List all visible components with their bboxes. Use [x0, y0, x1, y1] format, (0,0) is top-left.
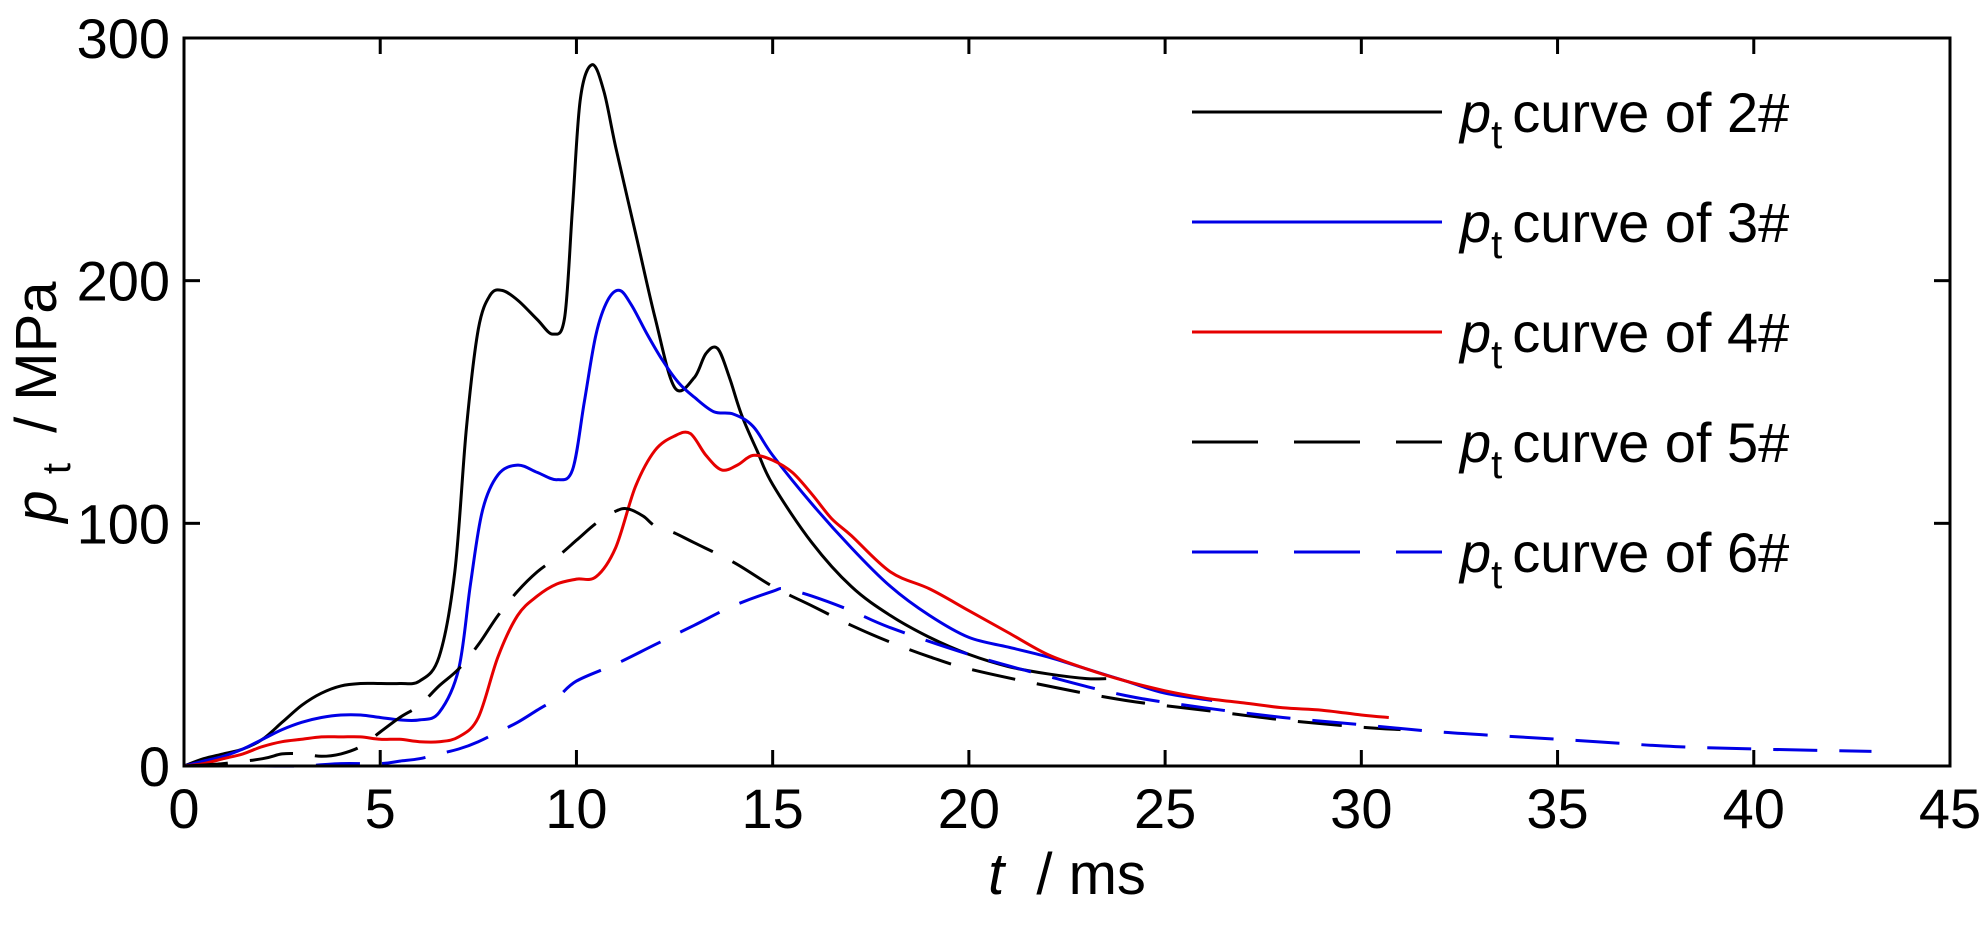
y-axis-unit: / MPa	[4, 281, 69, 433]
x-axis-unit: / ms	[1036, 842, 1146, 907]
series-layer	[183, 63, 1872, 768]
axis-labels: t / ms p t / MPa	[4, 281, 1146, 907]
y-axis-symbol: p	[4, 490, 69, 524]
legend-entry-1: pt curve of 2#	[1192, 81, 1789, 157]
legend-label-3: pt curve of 4#	[1458, 301, 1789, 377]
y-tick-label: 100	[77, 492, 170, 555]
plot-frame	[182, 36, 1952, 768]
y-tick-label: 300	[77, 7, 170, 70]
y-tick-label: 0	[139, 735, 170, 798]
x-axis-label: t / ms	[988, 842, 1146, 907]
series-line-1	[183, 63, 1107, 768]
y-axis-subscript: t	[35, 463, 79, 474]
x-tick-label: 45	[1919, 777, 1981, 840]
x-tick-label: 35	[1526, 777, 1588, 840]
legend: pt curve of 2# pt curve of 3# pt curve of 4# p…	[1192, 81, 1789, 597]
series-line-2	[183, 288, 1213, 768]
series-line-4	[183, 507, 1401, 768]
x-tick-label: 5	[365, 777, 396, 840]
legend-label-4: pt curve of 5#	[1458, 411, 1789, 487]
legend-entry-5: pt curve of 6#	[1192, 521, 1789, 597]
legend-entry-3: pt curve of 4#	[1192, 301, 1789, 377]
legend-label-5: pt curve of 6#	[1458, 521, 1789, 597]
x-tick-label: 20	[938, 777, 1000, 840]
ticks-layer: 0 5 10 15 20 25 30 35 40 45 0 100 200 300	[77, 7, 1982, 840]
y-tick-label: 200	[77, 250, 170, 313]
legend-entry-4: pt curve of 5#	[1192, 411, 1789, 487]
series-line-3	[183, 430, 1389, 768]
x-tick-label: 15	[742, 777, 804, 840]
x-tick-label: 10	[545, 777, 607, 840]
y-axis-label: p t / MPa	[4, 281, 83, 525]
legend-label-2: pt curve of 3#	[1458, 191, 1789, 267]
legend-entry-2: pt curve of 3#	[1192, 191, 1789, 267]
x-tick-label: 30	[1330, 777, 1392, 840]
series-line-5	[184, 586, 1872, 768]
x-tick-label: 25	[1134, 777, 1196, 840]
x-tick-label: 0	[168, 777, 199, 840]
x-tick-label: 40	[1723, 777, 1785, 840]
x-axis-symbol: t	[988, 842, 1007, 907]
legend-label-1: pt curve of 2#	[1458, 81, 1789, 157]
